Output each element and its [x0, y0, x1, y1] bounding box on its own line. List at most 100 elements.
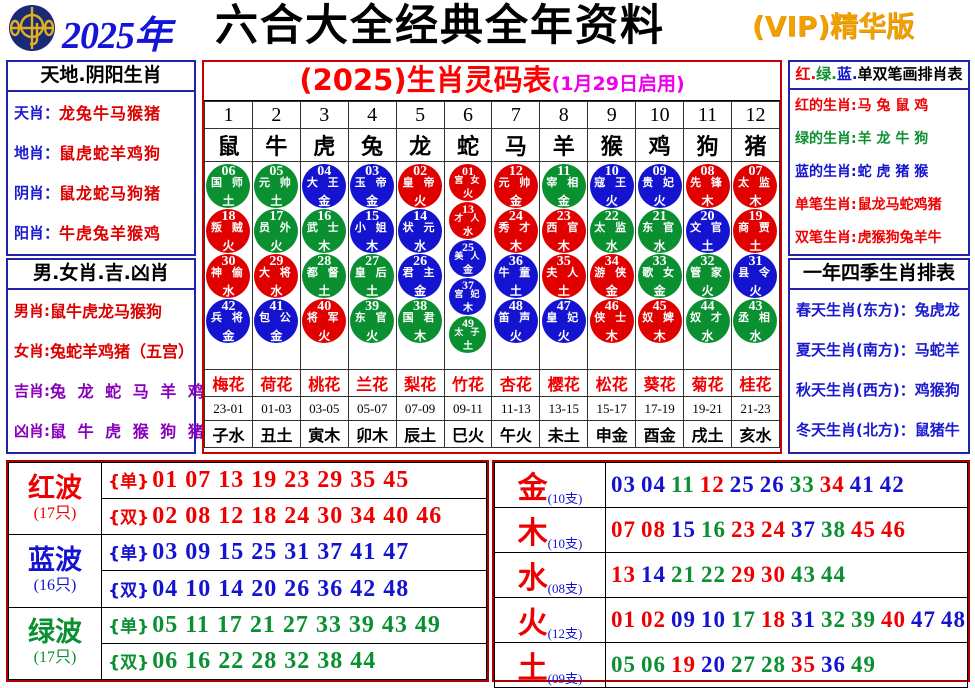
table-row-flowers: 梅花 荷花 桃花 兰花 梨花 竹花 杏花 樱花 松花 葵花 菊花 桂花	[204, 369, 781, 397]
table-row: {双} 04 10 14 20 26 36 42 48	[9, 570, 487, 608]
ball-element: 土	[701, 239, 714, 253]
ball-stack: 04 大 王金 16 武 士木 28 都 督土 40 将 军火	[301, 164, 348, 343]
number-item: 49	[851, 652, 876, 677]
number-item: 41	[849, 472, 875, 497]
ball-title: 大 将	[258, 266, 294, 279]
ball-number: 09	[652, 164, 667, 179]
number-item: 15	[671, 517, 696, 542]
ball-element: 火	[509, 329, 522, 343]
lottery-ball: 39 东 官火	[350, 299, 395, 343]
ball-stack: 07 太 监木 19 商 贾土 31 县 令火 43 丞 相水	[732, 164, 779, 343]
ball-title: 兵 将	[211, 311, 246, 324]
lottery-ball: 24 秀 才木	[493, 209, 538, 253]
number-item: 33	[789, 472, 815, 497]
ball-stack: 05 元 帅土 17 员 外火 29 大 将水 41 包 公金	[253, 164, 300, 343]
number-item: 35	[791, 652, 816, 677]
ball-element: 火	[318, 329, 331, 343]
row-label: 红的生肖:	[795, 98, 857, 114]
column-flower: 杏花	[491, 369, 541, 397]
ball-title: 元 帅	[498, 176, 534, 189]
lottery-ball: 25 美 人金	[449, 240, 487, 277]
number-item: 10	[701, 607, 726, 632]
row-label: 阴肖：	[14, 183, 60, 202]
column-animal: 猴	[587, 128, 637, 162]
ball-column: 03 玉 帝金 15 小 姐木 27 皇 后土 39 东 官火	[347, 161, 397, 370]
heaven-earth-rows: 天肖： 龙兔牛马猴猪 地肖： 鼠虎蛇羊鸡狗 阴肖： 鼠龙蛇马狗猪 阳肖： 牛虎兔…	[8, 92, 194, 252]
number-item: 39	[851, 607, 876, 632]
lottery-ball: 32 管 家火	[685, 254, 730, 298]
column-animal: 兔	[347, 128, 397, 162]
column-element: 午火	[491, 420, 541, 448]
column-time: 01-03	[251, 396, 301, 421]
ball-element: 水	[653, 239, 666, 253]
ball-title: 东 官	[642, 221, 678, 234]
ball-element: 土	[318, 284, 331, 298]
lottery-ball: 19 商 贾土	[733, 209, 778, 253]
ball-title: 叛 贼	[211, 221, 246, 234]
ball-element: 水	[701, 329, 714, 343]
row-value: 牛虎兔羊猴鸡	[59, 224, 162, 243]
lottery-ball: 28 都 督土	[302, 254, 347, 298]
ball-number: 32	[700, 254, 715, 269]
ball-number: 46	[604, 299, 619, 314]
code-grid: 1 2 3 4 5 6 7 8 9 10 11 12 鼠牛虎兔龙蛇马羊猴鸡狗猪 06 国 师土 18 叛 贼…	[204, 101, 781, 448]
table-row-balls: 06 国 师土 18 叛 贼火 30 神 偷水 42 兵 将金 05 元 帅土 17 员 外火 29 大 …	[204, 161, 781, 370]
number-item: 30	[761, 562, 786, 587]
table-row: 绿波 (17只) {单} 05 11 17 21 27 33 39 43 49	[8, 606, 487, 681]
ball-element: 水	[605, 239, 618, 253]
header-part: 红.	[795, 65, 817, 83]
row-label: 单笔生肖:	[795, 197, 857, 213]
ball-number: 44	[700, 299, 715, 314]
row-value: 羊 龙 牛 狗	[857, 131, 929, 147]
lottery-ball: 11 宰 相金	[541, 164, 586, 208]
lottery-ball: 07 太 监木	[733, 164, 778, 208]
element-number-list: 05 06 19 20 27 28 35 36 49	[605, 642, 968, 688]
ball-number: 04	[317, 164, 332, 179]
lottery-ball: 08 先 锋木	[685, 164, 730, 208]
column-animal: 龙	[395, 128, 445, 162]
ball-element: 土	[509, 284, 522, 298]
number-item: 29	[731, 562, 756, 587]
ball-element: 木	[605, 329, 618, 343]
number-list: 02 08 12 18 24 30 34 40 46	[152, 503, 443, 530]
ball-title: 秀 才	[498, 221, 534, 234]
lottery-ball: 30 神 偷水	[206, 254, 251, 298]
table-row: 木(10支) 07 08 15 16 23 24 37 38 45 46	[494, 507, 968, 553]
vip-badge: (VIP)精华版	[752, 10, 915, 43]
ball-title: 寇 王	[594, 176, 630, 189]
number-item: 21	[671, 562, 696, 587]
ball-title: 元 帅	[258, 176, 294, 189]
lottery-ball: 16 武 士木	[302, 209, 347, 253]
column-animal: 羊	[539, 128, 589, 162]
number-item: 43	[791, 562, 816, 587]
column-time: 09-11	[443, 396, 493, 421]
list-item: 阳肖： 牛虎兔羊猴鸡	[8, 212, 194, 252]
ball-number: 26	[413, 254, 428, 269]
ball-number: 38	[413, 299, 428, 314]
ball-column: 05 元 帅土 17 员 外火 29 大 将水 41 包 公金	[251, 161, 301, 370]
column-element: 卯木	[347, 420, 397, 448]
element-glyph: 金	[517, 471, 548, 506]
number-list: 06 16 22 28 32 38 44	[152, 647, 377, 674]
number-list: 03 09 15 25 31 37 41 47	[152, 539, 410, 566]
ball-title: 管 家	[690, 266, 725, 279]
list-item: 双笔生肖:虎猴狗兔羊牛	[790, 222, 968, 255]
number-item: 45	[851, 517, 876, 542]
wave-count: (17只)	[33, 649, 77, 667]
number-item: 34	[819, 472, 845, 497]
column-animal: 猪	[730, 128, 781, 162]
ball-title: 笛 声	[498, 311, 534, 324]
ball-element: 木	[701, 194, 714, 208]
number-item: 42	[879, 472, 905, 497]
parity-tag: {双}	[108, 508, 150, 529]
ball-title: 牛 童	[498, 266, 534, 279]
parity-tag: {双}	[108, 580, 150, 601]
ball-column: 10 寇 王火 22 太 监水 34 游 侠金 46 侠 士木	[587, 161, 637, 370]
list-item: 蓝的生肖:蛇 虎 猪 猴	[790, 156, 968, 189]
table-row: 土(09支) 05 06 19 20 27 28 35 36 49	[494, 642, 968, 688]
lottery-ball: 42 兵 将金	[206, 299, 251, 343]
male-female-rows: 男肖: 鼠牛虎龙马猴狗 女肖: 兔蛇羊鸡猪（五宫） 吉肖: 兔 龙 蛇 马 羊 …	[8, 290, 204, 450]
ball-element: 木	[509, 239, 522, 253]
panel-header-heaven-earth: 天地.阴阳生肖	[8, 62, 194, 92]
number-item: 40	[881, 607, 906, 632]
